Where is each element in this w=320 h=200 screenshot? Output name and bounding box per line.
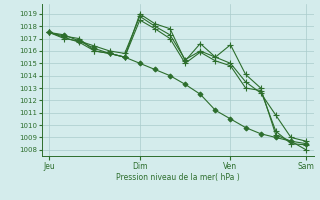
X-axis label: Pression niveau de la mer( hPa ): Pression niveau de la mer( hPa ) (116, 173, 239, 182)
